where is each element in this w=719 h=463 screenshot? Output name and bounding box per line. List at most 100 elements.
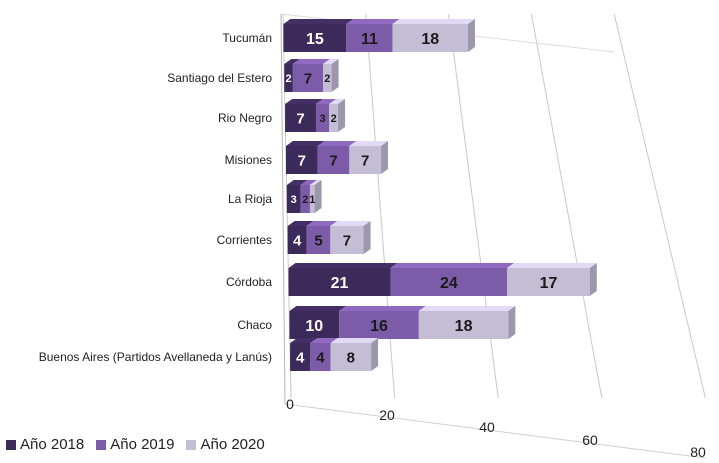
bar-side-2: [338, 99, 346, 132]
data-label-5-0: 4: [293, 232, 302, 249]
data-label-6-2: 17: [540, 275, 558, 292]
bar-top-0-0: [283, 19, 354, 24]
bar-5-series-1: [306, 226, 331, 254]
bar-top-8-0: [290, 338, 318, 343]
bar-3-series-2: [349, 146, 382, 174]
bar-top-3-2: [349, 141, 389, 146]
axis-line: [280, 13, 286, 405]
gridline-60: [530, 13, 603, 399]
bar-7-series-2: [418, 311, 509, 339]
bar-side-3: [381, 141, 389, 174]
bar-top-5-0: [287, 221, 314, 226]
bar-side-6: [589, 263, 597, 296]
data-label-4-1: 2: [302, 194, 308, 206]
bar-8-series-0: [290, 343, 311, 371]
data-label-8-1: 4: [316, 349, 325, 366]
data-label-4-0: 3: [291, 194, 297, 206]
data-label-6-0: 21: [331, 275, 349, 292]
x-tick-label-60: 60: [582, 432, 598, 448]
data-label-0-2: 18: [421, 31, 439, 48]
legend-label-2019: Año 2019: [110, 436, 175, 453]
bar-top-6-0: [288, 263, 398, 268]
data-label-1-1: 7: [304, 70, 312, 87]
data-label-0-0: 15: [306, 31, 324, 48]
category-label-2: Rio Negro: [218, 111, 272, 125]
bar-top-7-1: [339, 306, 426, 311]
legend-item-2018: Año 2018: [6, 436, 84, 453]
data-label-6-1: 24: [440, 275, 458, 292]
bar-2-series-1: [315, 104, 330, 132]
bar-7-series-0: [289, 311, 340, 339]
bar-8-series-2: [330, 343, 372, 371]
bar-0-series-1: [346, 24, 393, 52]
legend-label-2020: Año 2020: [200, 436, 265, 453]
bar-top-1-2: [322, 59, 339, 64]
bar-side-1: [331, 59, 339, 92]
bar-1-series-0: [284, 64, 293, 92]
bar-top-7-2: [418, 306, 516, 311]
data-label-8-0: 4: [296, 349, 305, 366]
bar-8-series-1: [310, 343, 331, 371]
category-label-8: Buenos Aires (Partidos Avellaneda y Lanú…: [39, 350, 272, 364]
bar-0-series-0: [283, 24, 347, 52]
bar-side-7: [508, 306, 516, 339]
bar-top-5-1: [306, 221, 338, 226]
floor-line: [284, 403, 706, 459]
bar-4-series-0: [286, 185, 301, 213]
bar-side-0: [467, 19, 475, 52]
data-label-1-2: 2: [324, 73, 330, 85]
category-label-4: La Rioja: [228, 192, 272, 206]
data-label-5-2: 7: [343, 232, 351, 249]
data-label-7-2: 18: [455, 318, 473, 335]
legend-item-2019: Año 2019: [96, 436, 174, 453]
bar-top-4-0: [286, 180, 308, 185]
bar-top-3-1: [317, 141, 357, 146]
gridline-80: [613, 13, 706, 399]
data-label-3-0: 7: [298, 152, 306, 169]
bar-side-4: [314, 180, 322, 213]
bar-top-4-2: [309, 180, 322, 185]
data-label-4-2: 1: [309, 194, 315, 206]
bar-6-series-0: [288, 268, 391, 296]
bar-2-series-0: [285, 104, 316, 132]
bar-top-8-2: [330, 338, 379, 343]
data-label-2-0: 7: [296, 110, 304, 127]
legend-swatch-2019: [96, 439, 107, 450]
data-label-2-1: 3: [320, 113, 326, 125]
data-label-2-2: 2: [331, 113, 337, 125]
data-label-0-1: 11: [361, 31, 378, 48]
data-label-5-1: 5: [314, 232, 322, 249]
category-label-5: Corrientes: [217, 233, 272, 247]
bar-7-series-1: [339, 311, 419, 339]
bar-top-2-0: [285, 99, 323, 104]
data-label-3-1: 7: [329, 152, 337, 169]
bar-6-series-2: [507, 268, 590, 296]
data-label-7-1: 16: [370, 318, 388, 335]
bar-top-8-1: [310, 338, 338, 343]
x-tick-label-20: 20: [379, 407, 395, 423]
bar-1-series-1: [292, 64, 323, 92]
x-tick-label-0: 0: [286, 396, 294, 412]
category-label-6: Córdoba: [226, 275, 272, 289]
bar-top-1-0: [284, 59, 300, 64]
bar-4-series-1: [300, 185, 310, 213]
legend-label-2018: Año 2018: [20, 436, 85, 453]
legend: Año 2018 Año 2019 Año 2020: [6, 436, 265, 453]
bar-top-2-2: [329, 99, 346, 104]
bar-side-5: [363, 221, 371, 254]
category-label-3: Misiones: [225, 153, 272, 167]
category-label-7: Chaco: [237, 318, 272, 332]
bar-5-series-0: [287, 226, 307, 254]
category-label-0: Tucumán: [222, 31, 272, 45]
data-label-3-2: 7: [361, 152, 369, 169]
bar-top-0-1: [346, 19, 400, 24]
legend-item-2020: Año 2020: [186, 436, 265, 453]
bar-top-6-2: [507, 263, 597, 268]
data-label-7-0: 10: [305, 318, 323, 335]
bar-top-5-2: [330, 221, 371, 226]
bar-3-series-0: [285, 146, 318, 174]
bar-top-6-1: [390, 263, 515, 268]
bar-2-series-2: [329, 104, 339, 132]
